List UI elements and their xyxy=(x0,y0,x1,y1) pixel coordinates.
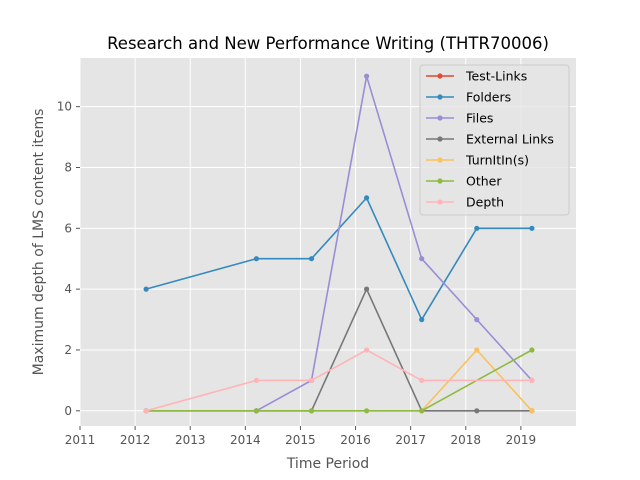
data-point xyxy=(419,256,425,262)
chart-title: Research and New Performance Writing (TH… xyxy=(107,34,549,53)
data-point xyxy=(364,347,370,353)
legend-marker xyxy=(437,136,443,142)
data-point xyxy=(529,347,535,353)
data-point xyxy=(474,408,480,414)
series-layer xyxy=(143,73,535,414)
x-tick-label: 2014 xyxy=(230,433,261,447)
data-point xyxy=(474,225,480,231)
data-point xyxy=(364,73,370,79)
legend-box xyxy=(419,64,570,216)
legend-entry: TurnItIn(s) xyxy=(426,153,529,168)
data-point xyxy=(308,377,315,383)
data-point xyxy=(419,377,425,383)
legend-marker xyxy=(437,199,443,205)
legend-label: Folders xyxy=(466,90,511,105)
legend-marker xyxy=(437,73,443,79)
data-point xyxy=(529,377,535,383)
series-depth xyxy=(143,347,535,414)
x-tick-label: 2015 xyxy=(285,433,316,447)
legend-entry: Depth xyxy=(426,195,504,210)
legend-marker xyxy=(437,94,443,100)
legend-entry: Test-Links xyxy=(426,69,527,84)
legend-entry: External Links xyxy=(426,132,554,147)
data-point xyxy=(364,286,370,292)
series-line-other xyxy=(146,349,533,412)
data-point xyxy=(474,317,480,323)
y-tick-label: 4 xyxy=(64,282,72,296)
x-tick-label: 2013 xyxy=(175,433,206,447)
y-tick-label: 6 xyxy=(64,221,72,235)
legend-entry: Folders xyxy=(426,90,511,105)
data-point xyxy=(143,408,149,414)
y-tick-label: 0 xyxy=(64,404,72,418)
data-point xyxy=(308,256,315,262)
series-folders xyxy=(143,195,535,323)
data-point xyxy=(474,347,480,353)
data-point xyxy=(308,408,315,414)
x-tick-label: 2011 xyxy=(65,433,96,447)
x-tick-label: 2016 xyxy=(340,433,371,447)
data-point xyxy=(529,225,535,231)
legend-label: Other xyxy=(466,174,502,189)
x-tick-label: 2019 xyxy=(506,433,537,447)
x-tick-label: 2012 xyxy=(120,433,151,447)
legend-marker xyxy=(437,115,443,121)
data-point xyxy=(253,256,259,262)
y-axis: 0 2 4 6 8 10 xyxy=(57,100,80,418)
x-tick-label: 2018 xyxy=(451,433,482,447)
data-point xyxy=(143,286,149,292)
y-tick-label: 10 xyxy=(57,100,72,114)
data-point xyxy=(364,408,370,414)
legend-entry: Files xyxy=(426,111,493,126)
x-axis: 2011 2012 2013 2014 2015 2016 2017 2018 2019 xyxy=(65,426,536,447)
data-point xyxy=(529,408,535,414)
data-point xyxy=(253,408,259,414)
legend-label: Test-Links xyxy=(465,69,527,84)
legend-label: Depth xyxy=(466,195,504,210)
legend-marker xyxy=(437,157,443,163)
legend-entry: Other xyxy=(426,174,502,189)
legend-label: External Links xyxy=(466,132,554,147)
data-point xyxy=(364,195,370,201)
y-axis-label: Maximum depth of LMS content items xyxy=(31,109,47,376)
series-line-files xyxy=(256,75,533,412)
legend-label: Files xyxy=(466,111,493,126)
y-tick-label: 2 xyxy=(64,343,72,357)
y-tick-label: 8 xyxy=(64,160,72,174)
legend-marker xyxy=(437,178,443,184)
x-axis-label: Time Period xyxy=(286,456,369,472)
legend-label: TurnItIn(s) xyxy=(465,153,529,168)
data-point xyxy=(419,408,425,414)
data-point xyxy=(419,317,425,323)
series-line-depth xyxy=(145,349,532,412)
legend: Test-Links Folders Files External Links Turn… xyxy=(419,64,570,216)
x-tick-label: 2017 xyxy=(395,433,426,447)
data-point xyxy=(253,377,259,383)
